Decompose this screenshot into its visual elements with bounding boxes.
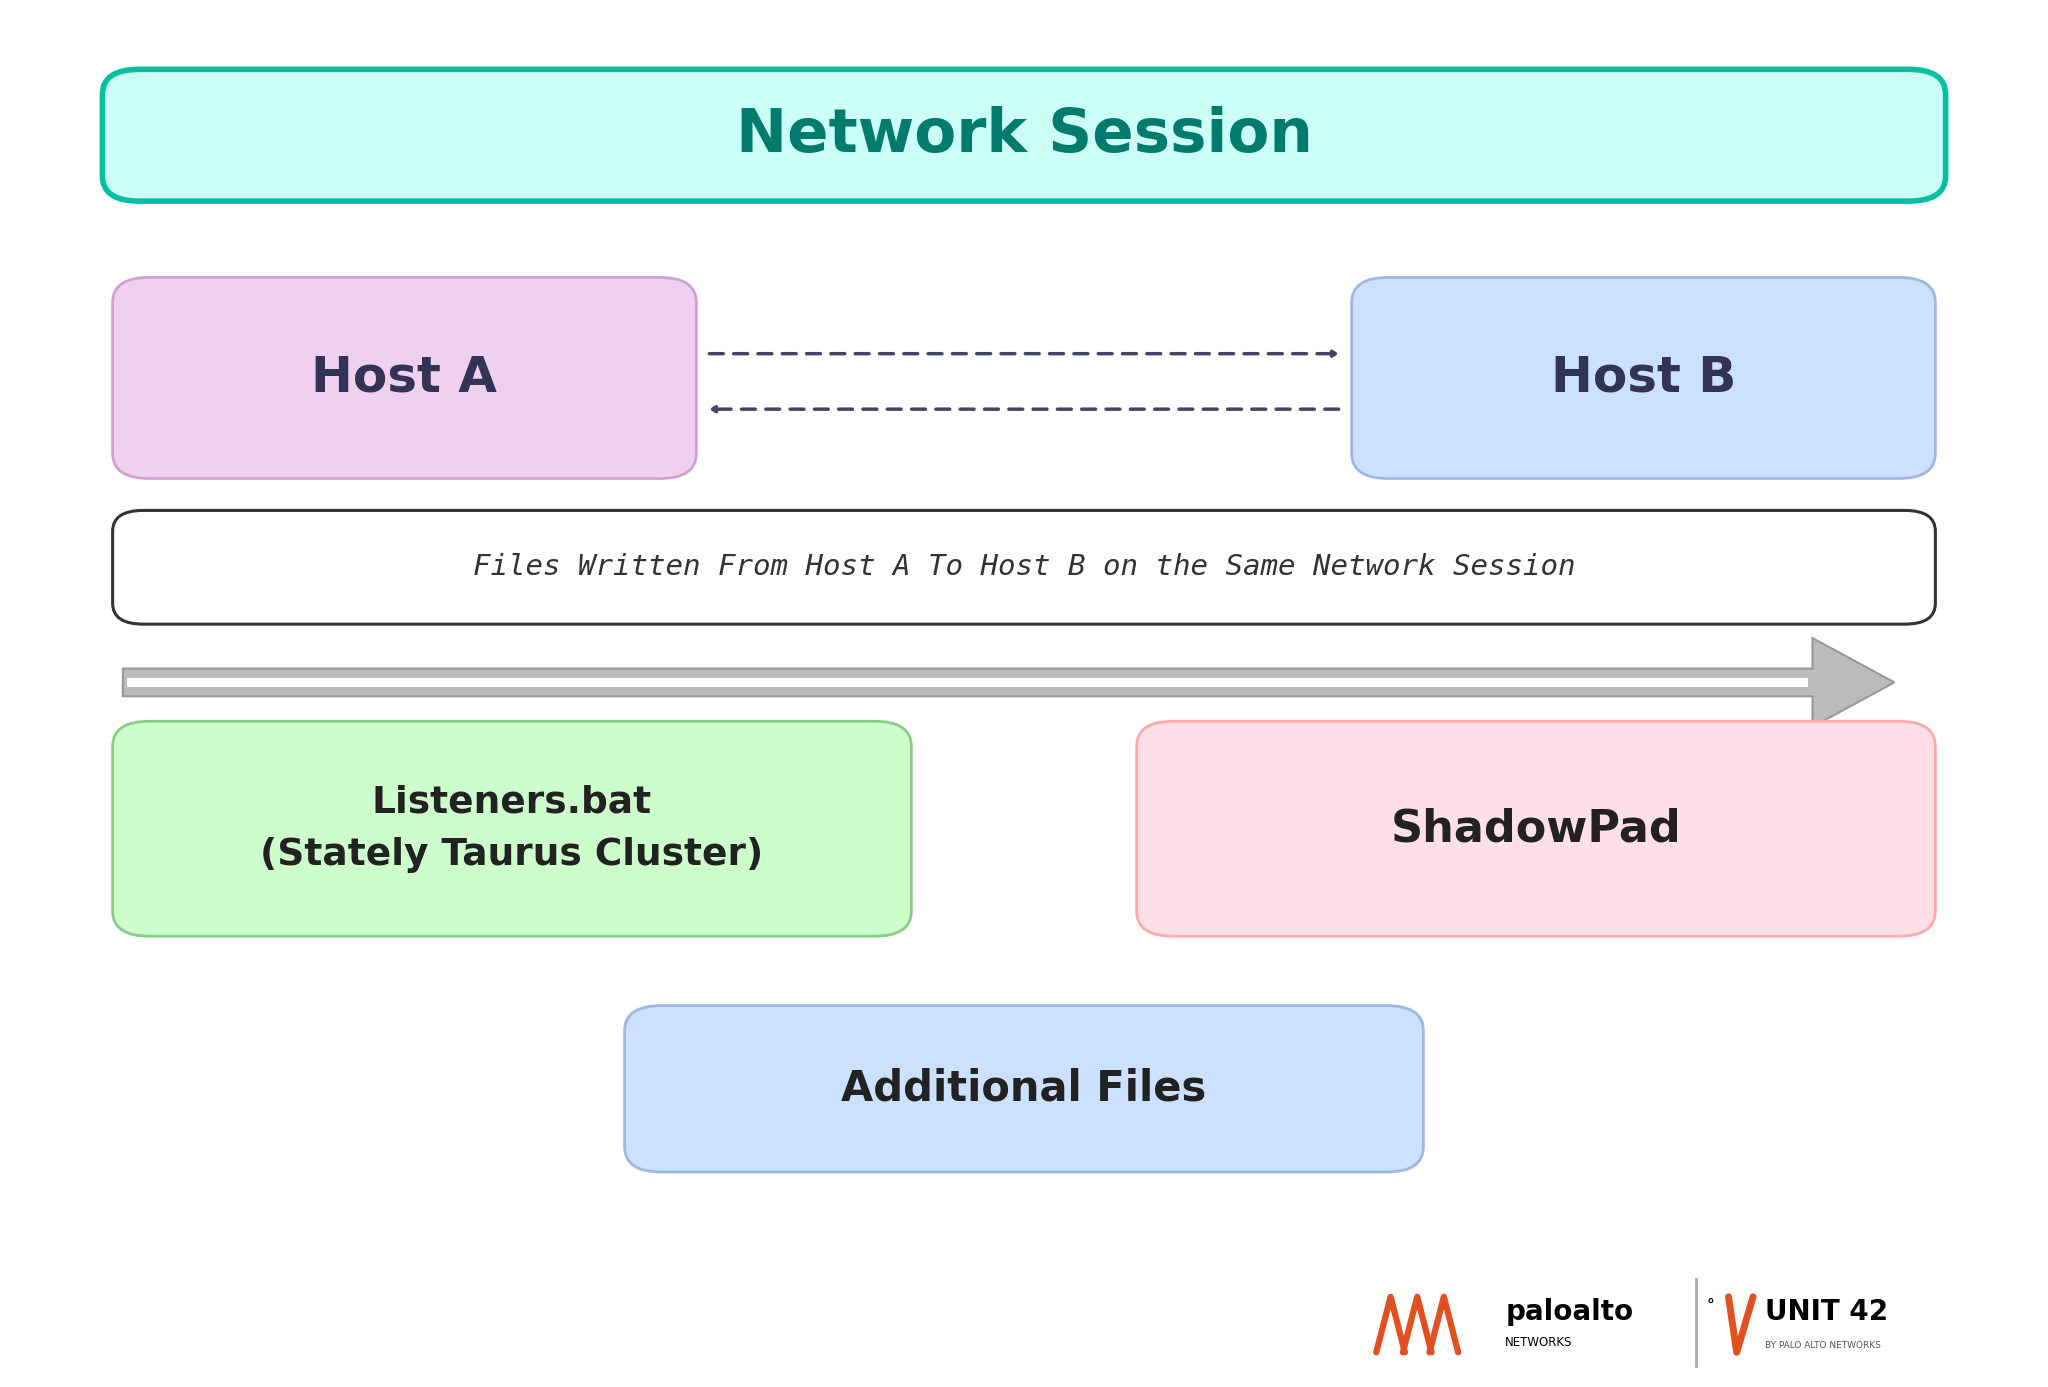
Text: NETWORKS: NETWORKS: [1505, 1336, 1573, 1350]
FancyBboxPatch shape: [1352, 277, 1935, 479]
Text: paloalto: paloalto: [1505, 1298, 1634, 1326]
FancyBboxPatch shape: [113, 721, 911, 936]
Polygon shape: [127, 678, 1808, 687]
FancyBboxPatch shape: [102, 69, 1946, 201]
Text: Host B: Host B: [1550, 354, 1737, 402]
FancyBboxPatch shape: [113, 510, 1935, 624]
Text: ShadowPad: ShadowPad: [1391, 807, 1681, 850]
FancyBboxPatch shape: [625, 1006, 1423, 1172]
FancyBboxPatch shape: [113, 277, 696, 479]
Text: Additional Files: Additional Files: [842, 1068, 1206, 1110]
Text: BY PALO ALTO NETWORKS: BY PALO ALTO NETWORKS: [1765, 1341, 1882, 1350]
Text: Network Session: Network Session: [735, 105, 1313, 165]
Text: Listeners.bat
(Stately Taurus Cluster): Listeners.bat (Stately Taurus Cluster): [260, 784, 764, 874]
Text: Host A: Host A: [311, 354, 498, 402]
Polygon shape: [123, 638, 1894, 727]
Text: Files Written From Host A To Host B on the Same Network Session: Files Written From Host A To Host B on t…: [473, 553, 1575, 581]
Text: °: °: [1706, 1300, 1714, 1313]
Text: UNIT 42: UNIT 42: [1765, 1298, 1888, 1326]
FancyBboxPatch shape: [1137, 721, 1935, 936]
